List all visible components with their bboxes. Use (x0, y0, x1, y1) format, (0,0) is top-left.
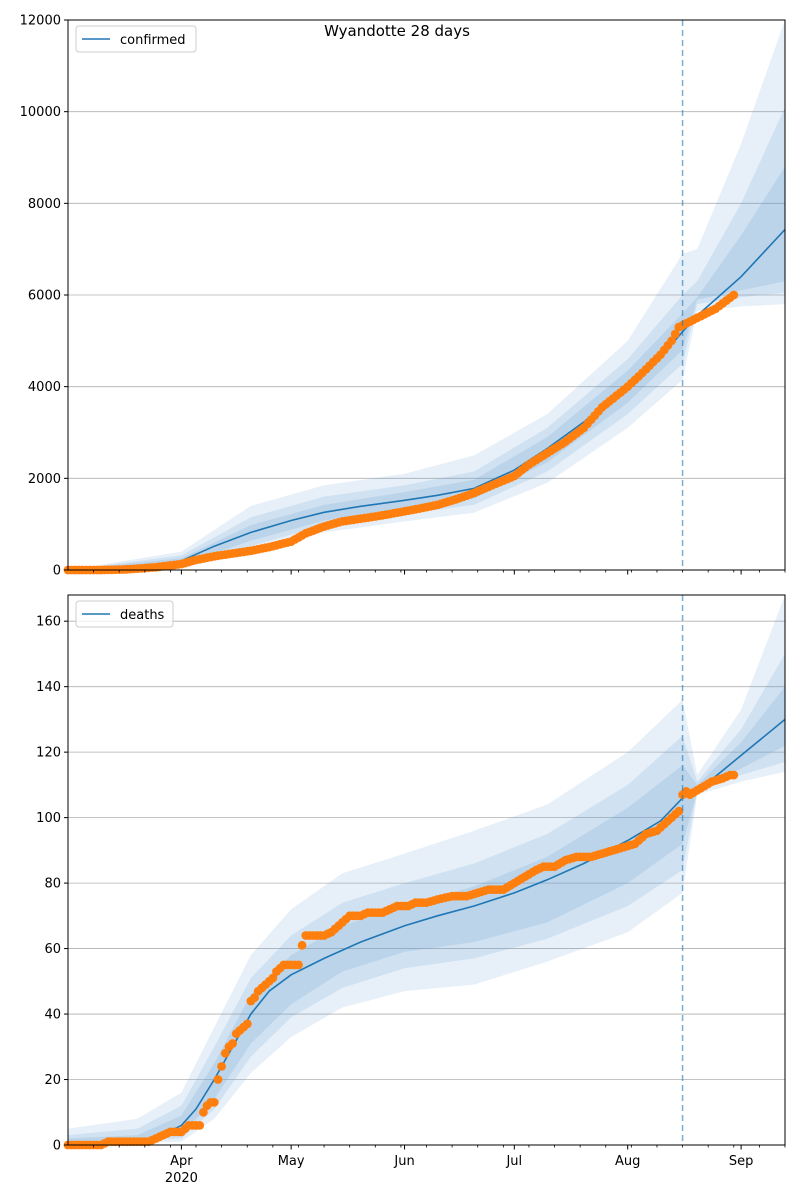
deaths-y-tick-label: 160 (36, 615, 61, 630)
deaths-observed-point (674, 806, 684, 816)
deaths-observed-point (217, 1062, 227, 1071)
deaths-y-tick-label: 140 (36, 680, 61, 695)
confirmed-legend-box (75, 25, 197, 53)
deaths-band-1 (68, 595, 785, 1145)
confirmed-y-tick-label: 2000 (28, 472, 61, 487)
deaths-observed-point (242, 1019, 252, 1029)
deaths-x-tick-label: Sep (729, 1154, 754, 1169)
deaths-observed-point (729, 770, 739, 780)
confirmed-y-tick-label: 10000 (20, 105, 61, 120)
deaths-observed-point (297, 940, 307, 950)
confirmed-observed-point (667, 336, 676, 346)
deaths-observed-point (213, 1075, 223, 1084)
deaths-y-ticks: 0 20 40 60 80 100 120 140 160 (36, 615, 68, 1154)
deaths-x-tick-label: Aug (615, 1154, 640, 1169)
deaths-observed-point (294, 960, 303, 970)
confirmed-x-ticks (93, 570, 786, 575)
deaths-y-tick-label: 0 (53, 1139, 61, 1154)
deaths-x-ticks: Apr May Jun Jul Aug Sep (93, 1145, 786, 1169)
deaths-x-tick-label: May (278, 1154, 305, 1169)
x-axis-year-label: 2020 (165, 1171, 198, 1186)
deaths-y-tick-label: 100 (36, 811, 61, 826)
deaths-legend-box (75, 600, 174, 628)
deaths-y-tick-label: 80 (44, 877, 61, 892)
deaths-y-tick-label: 60 (44, 942, 61, 957)
deaths-observed-point (268, 973, 278, 983)
deaths-x-tick-label: Jul (505, 1154, 522, 1169)
confirmed-uncertainty-bands (68, 20, 785, 570)
deaths-band-3 (68, 686, 785, 1145)
deaths-legend: deaths (75, 600, 174, 628)
deaths-model-path (67, 718, 786, 1146)
confirmed-observed-point (670, 329, 680, 339)
confirmed-band-1 (68, 20, 785, 570)
deaths-observed-point (195, 1121, 205, 1130)
confirmed-observed-point (729, 290, 739, 300)
confirmed-y-tick-label: 4000 (28, 380, 61, 395)
confirmed-y-tick-label: 0 (53, 564, 61, 579)
deaths-observed-point (250, 993, 259, 1003)
deaths-observed-point (220, 1048, 230, 1058)
deaths-y-tick-label: 40 (44, 1008, 61, 1023)
figure-title: Wyandotte 28 days (324, 22, 470, 40)
confirmed-y-tick-label: 8000 (28, 197, 61, 212)
deaths-model-line (67, 718, 786, 1146)
deaths-observed-point (199, 1107, 208, 1117)
confirmed-legend-label: confirmed (120, 33, 186, 48)
confirmed-legend: confirmed (75, 25, 197, 53)
deaths-observed-point (228, 1039, 238, 1048)
deaths-x-tick-label: Jun (393, 1154, 414, 1169)
deaths-y-tick-label: 120 (36, 746, 61, 761)
deaths-observed-point (209, 1098, 219, 1107)
deaths-y-tick-label: 20 (44, 1073, 61, 1088)
confirmed-panel: 0 2000 4000 6000 8000 10000 12000 confirmed (20, 14, 786, 579)
confirmed-y-tick-label: 12000 (20, 14, 61, 29)
deaths-x-tick-label: Apr (170, 1154, 193, 1169)
deaths-panel: 0 20 40 60 80 100 120 140 160 Apr May Jun Jul Aug Sep… (36, 594, 786, 1169)
confirmed-band-3 (68, 166, 785, 570)
confirmed-y-tick-label: 6000 (28, 289, 61, 304)
confirmed-y-ticks: 0 2000 4000 6000 8000 10000 12000 (20, 14, 68, 579)
deaths-legend-label: deaths (120, 608, 165, 623)
